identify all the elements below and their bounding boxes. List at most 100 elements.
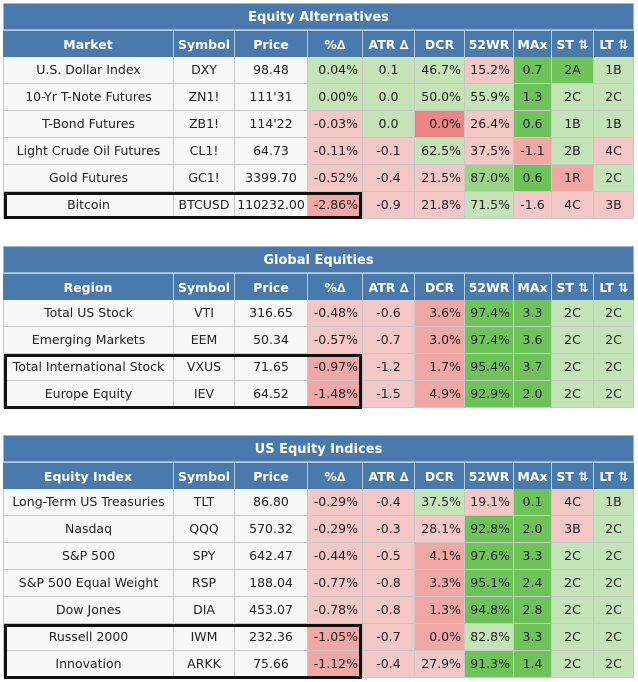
cell-wr: 94.8%	[464, 597, 513, 624]
cell-price: 71.65	[234, 354, 307, 381]
cell-max: 3.3	[513, 624, 551, 651]
cell-lt: 2C	[593, 300, 634, 327]
cell-wr: 71.5%	[464, 192, 513, 219]
column-header[interactable]: ST ⇅	[551, 30, 593, 57]
column-header[interactable]: Symbol	[173, 30, 234, 57]
cell-dcr: 4.9%	[414, 381, 464, 408]
cell-atr: -0.3	[362, 516, 414, 543]
cell-price: 86.80	[234, 489, 307, 516]
cell-pct: -0.03%	[307, 111, 362, 138]
cell-name: Dow Jones	[3, 597, 173, 624]
cell-dcr: 27.9%	[414, 651, 464, 678]
cell-st: 1B	[551, 111, 593, 138]
cell-pct: -1.48%	[307, 381, 362, 408]
column-header-first[interactable]: Equity Index	[3, 462, 173, 489]
cell-lt: 2C	[593, 381, 634, 408]
column-header[interactable]: %∆	[307, 462, 362, 489]
cell-max: 3.7	[513, 354, 551, 381]
cell-lt: 4C	[593, 138, 634, 165]
column-header[interactable]: MAx	[513, 462, 551, 489]
cell-max: 0.7	[513, 57, 551, 84]
cell-wr: 97.4%	[464, 300, 513, 327]
cell-lt: 1B	[593, 57, 634, 84]
cell-price: 111'31	[234, 84, 307, 111]
column-header[interactable]: ST ⇅	[551, 462, 593, 489]
column-header[interactable]: LT ⇅	[593, 462, 634, 489]
column-header[interactable]: ATR ∆	[362, 462, 414, 489]
column-header[interactable]: Price	[234, 30, 307, 57]
column-header[interactable]: 52WR	[464, 273, 513, 300]
cell-max: 1.3	[513, 84, 551, 111]
column-header[interactable]: DCR	[414, 273, 464, 300]
cell-wr: 95.1%	[464, 570, 513, 597]
cell-max: 2.0	[513, 516, 551, 543]
column-header[interactable]: %∆	[307, 273, 362, 300]
cell-name: Bitcoin	[3, 192, 173, 219]
column-header[interactable]: LT ⇅	[593, 30, 634, 57]
column-header[interactable]: 52WR	[464, 462, 513, 489]
cell-name: S&P 500	[3, 543, 173, 570]
column-header[interactable]: Symbol	[173, 273, 234, 300]
cell-pct: -1.05%	[307, 624, 362, 651]
cell-atr: -0.6	[362, 300, 414, 327]
cell-name: Emerging Markets	[3, 327, 173, 354]
column-header[interactable]: DCR	[414, 30, 464, 57]
column-header[interactable]: 52WR	[464, 30, 513, 57]
cell-lt: 2C	[593, 327, 634, 354]
table-row: Long-Term US Treasuries TLT 86.80 -0.29% -0.…	[3, 489, 634, 516]
cell-pct: 0.04%	[307, 57, 362, 84]
cell-wr: 37.5%	[464, 138, 513, 165]
cell-st: 2C	[551, 597, 593, 624]
cell-symbol: EEM	[173, 327, 234, 354]
cell-st: 2C	[551, 84, 593, 111]
column-header[interactable]: Price	[234, 462, 307, 489]
column-header[interactable]: Price	[234, 273, 307, 300]
column-header[interactable]: MAx	[513, 30, 551, 57]
cell-pct: -0.29%	[307, 489, 362, 516]
column-header[interactable]: MAx	[513, 273, 551, 300]
column-header[interactable]: LT ⇅	[593, 273, 634, 300]
table-row: 10-Yr T-Note Futures ZN1! 111'31 0.00% 0.0 50…	[3, 84, 634, 111]
cell-pct: -1.12%	[307, 651, 362, 678]
cell-dcr: 21.5%	[414, 165, 464, 192]
table-row: Gold Futures GC1! 3399.70 -0.52% -0.4 21.5% 87…	[3, 165, 634, 192]
column-header[interactable]: DCR	[414, 462, 464, 489]
cell-st: 2C	[551, 543, 593, 570]
cell-symbol: CL1!	[173, 138, 234, 165]
cell-name: Europe Equity	[3, 381, 173, 408]
column-header[interactable]: Symbol	[173, 462, 234, 489]
cell-wr: 55.9%	[464, 84, 513, 111]
table-row: Nasdaq QQQ 570.32 -0.29% -0.3 28.1% 92.8% 2.0 3B…	[3, 516, 634, 543]
cell-atr: 0.0	[362, 111, 414, 138]
table-row: S&P 500 Equal Weight RSP 188.04 -0.77% -0.8 3…	[3, 570, 634, 597]
cell-price: 570.32	[234, 516, 307, 543]
cell-atr: -0.8	[362, 570, 414, 597]
cell-max: 0.6	[513, 165, 551, 192]
cell-wr: 82.8%	[464, 624, 513, 651]
cell-atr: -0.8	[362, 597, 414, 624]
cell-symbol: DXY	[173, 57, 234, 84]
table-row: T-Bond Futures ZB1! 114'22 -0.03% 0.0 0.0% 26.…	[3, 111, 634, 138]
cell-atr: 0.1	[362, 57, 414, 84]
table-row: Light Crude Oil Futures CL1! 64.73 -0.11% -0…	[3, 138, 634, 165]
cell-symbol: BTCUSD	[173, 192, 234, 219]
column-header-first[interactable]: Market	[3, 30, 173, 57]
table-row: Emerging Markets EEM 50.34 -0.57% -0.7 3.0% 97…	[3, 327, 634, 354]
cell-dcr: 3.6%	[414, 300, 464, 327]
column-header[interactable]: ATR ∆	[362, 30, 414, 57]
cell-symbol: SPY	[173, 543, 234, 570]
table-row: Russell 2000 IWM 232.36 -1.05% -0.7 0.0% 82.8%…	[3, 624, 634, 651]
column-header[interactable]: ATR ∆	[362, 273, 414, 300]
cell-dcr: 1.3%	[414, 597, 464, 624]
cell-name: Innovation	[3, 651, 173, 678]
cell-st: 2A	[551, 57, 593, 84]
column-header-first[interactable]: Region	[3, 273, 173, 300]
cell-pct: -0.77%	[307, 570, 362, 597]
table-title: Equity Alternatives	[3, 3, 634, 30]
column-header[interactable]: ST ⇅	[551, 273, 593, 300]
column-header[interactable]: %∆	[307, 30, 362, 57]
cell-lt: 2C	[593, 84, 634, 111]
cell-lt: 2C	[593, 516, 634, 543]
header-row: Market Symbol Price %∆ ATR ∆ DCR 52WR MAx ST ⇅ LT…	[3, 30, 634, 57]
cell-st: 3B	[551, 516, 593, 543]
